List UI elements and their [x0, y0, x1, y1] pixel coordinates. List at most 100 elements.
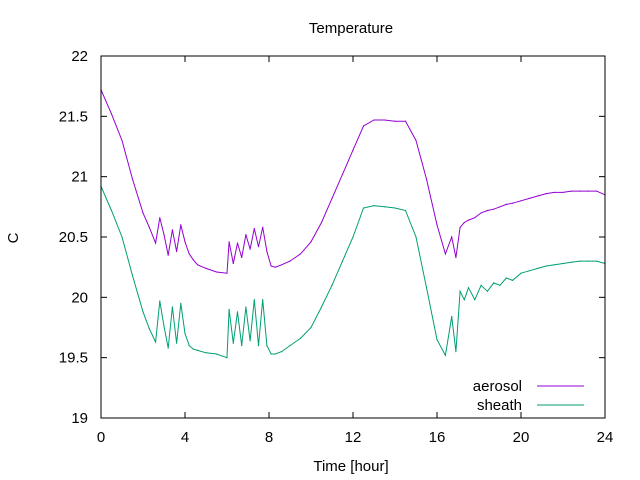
aerosol-point — [180, 224, 182, 226]
aerosol-point — [459, 226, 461, 228]
sheath-point — [171, 306, 173, 308]
aerosol-point — [184, 241, 186, 243]
aerosol-point — [236, 242, 239, 244]
aerosol-point — [167, 254, 169, 256]
y-tick-label: 19.5 — [59, 350, 88, 367]
sheath-point — [579, 260, 581, 262]
aerosol-point — [131, 178, 134, 180]
aerosol-point — [176, 250, 178, 253]
sheath-point — [480, 284, 482, 286]
sheath-point — [383, 206, 386, 208]
aerosol-point — [232, 262, 234, 265]
y-axis-label: C — [5, 232, 22, 243]
aerosol-point — [394, 120, 396, 122]
sheath-point — [554, 264, 556, 266]
sheath-point — [341, 260, 344, 262]
aerosol-point — [455, 256, 457, 259]
aerosol-point — [257, 246, 260, 248]
series-sheath — [100, 185, 606, 359]
aerosol-point — [425, 178, 428, 180]
aerosol-point — [249, 248, 251, 250]
sheath-point — [545, 265, 547, 267]
sheath-point — [142, 311, 144, 313]
y-tick-label: 21 — [71, 169, 88, 186]
sheath-point — [505, 277, 507, 279]
sheath-point — [331, 284, 333, 286]
aerosol-point — [331, 197, 333, 199]
aerosol-point — [171, 229, 173, 231]
aerosol-point — [241, 256, 243, 259]
sheath-point — [467, 287, 470, 289]
sheath-point — [451, 316, 453, 318]
sheath-point — [184, 332, 186, 335]
plot-frame — [100, 55, 606, 419]
aerosol-point — [467, 219, 470, 221]
sheath-point — [228, 308, 230, 310]
aerosol-point — [415, 139, 417, 142]
sheath-point — [444, 354, 446, 356]
sheath-point — [463, 299, 465, 301]
aerosol-point — [444, 253, 446, 255]
y-tick-label: 22 — [71, 48, 88, 65]
sheath-point — [511, 279, 514, 281]
aerosol-point — [579, 190, 581, 192]
aerosol-point — [253, 228, 255, 230]
aerosol-line — [100, 89, 606, 274]
sheath-point — [493, 282, 495, 284]
aerosol-point — [262, 226, 264, 228]
sheath-point — [425, 287, 428, 289]
aerosol-point — [148, 226, 150, 228]
sheath-point — [257, 345, 260, 347]
sheath-point — [320, 306, 323, 308]
sheath-point — [241, 345, 243, 347]
sheath-point — [148, 328, 150, 330]
aerosol-point — [110, 113, 113, 115]
legend-label-aerosol: aerosol — [473, 378, 522, 395]
sheath-point — [587, 260, 589, 262]
sheath-point — [281, 351, 283, 353]
aerosol-point — [205, 267, 207, 269]
sheath-point — [163, 325, 165, 327]
sheath-point — [537, 267, 539, 269]
aerosol-point — [352, 149, 354, 151]
aerosol-point — [362, 125, 365, 127]
sheath-point — [159, 300, 161, 302]
sheath-point — [373, 205, 375, 207]
aerosol-point — [270, 265, 272, 267]
aerosol-point — [121, 139, 123, 142]
aerosol-point — [511, 202, 514, 204]
aerosol-point — [528, 197, 531, 199]
sheath-point — [249, 340, 251, 342]
aerosol-point — [537, 195, 539, 197]
sheath-point — [289, 345, 291, 347]
sheath-point — [520, 272, 522, 274]
series-aerosol — [100, 89, 606, 274]
sheath-point — [180, 302, 182, 304]
sheath-point — [499, 284, 501, 286]
aerosol-point — [451, 236, 453, 238]
sheath-point — [232, 342, 234, 344]
sheath-point — [415, 236, 417, 238]
sheath-point — [188, 345, 190, 347]
sheath-point — [262, 299, 264, 301]
aerosol-point — [554, 191, 556, 193]
sheath-line — [100, 186, 606, 359]
sheath-point — [528, 270, 531, 272]
sheath-point — [474, 299, 476, 301]
aerosol-point — [373, 119, 375, 121]
aerosol-point — [474, 217, 476, 219]
sheath-point — [562, 262, 564, 265]
y-tick-label: 19 — [71, 410, 88, 427]
aerosol-point — [289, 260, 291, 262]
sheath-point — [310, 326, 312, 329]
sheath-point — [362, 207, 365, 209]
sheath-point — [486, 290, 488, 292]
aerosol-point — [562, 191, 564, 193]
aerosol-point — [226, 272, 228, 274]
legend: aerosol sheath — [473, 378, 584, 414]
sheath-point — [110, 209, 113, 212]
aerosol-point — [520, 200, 522, 202]
aerosol-point — [163, 234, 165, 236]
aerosol-point — [188, 253, 190, 255]
aerosol-point — [215, 271, 218, 273]
